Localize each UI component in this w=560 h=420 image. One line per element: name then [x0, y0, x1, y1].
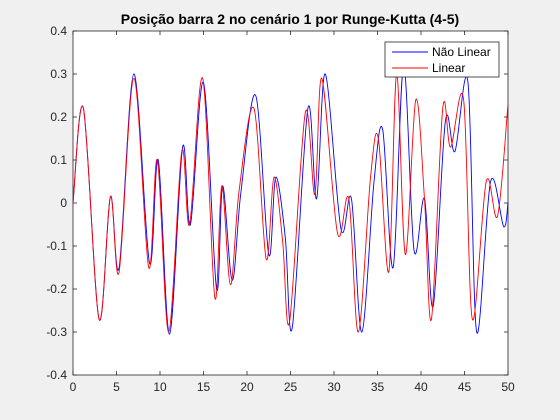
y-tick-label: 0	[60, 196, 67, 210]
series-line-nao-linear	[72, 64, 509, 335]
series-line-linear	[72, 73, 509, 333]
y-tick-label: -0.2	[46, 282, 67, 296]
chart-title: Posição barra 2 no cenário 1 por Runge-K…	[121, 11, 459, 27]
y-tick-label: -0.4	[46, 368, 67, 382]
legend-label-nao-linear: Não Linear	[432, 45, 491, 59]
y-tick-label: 0.4	[50, 24, 67, 38]
x-tick-label: 25	[284, 380, 298, 394]
y-tick-label: -0.3	[46, 325, 67, 339]
x-tick-label: 45	[458, 380, 472, 394]
plot-area	[72, 30, 509, 376]
y-tick-label: 0.1	[50, 153, 67, 167]
x-tick-label: 35	[371, 380, 385, 394]
x-axis: 0 5 10 15 20 25 30 35 40 45 50	[70, 31, 515, 394]
y-tick-label: -0.1	[46, 239, 67, 253]
y-tick-label: 0.3	[50, 67, 67, 81]
x-tick-label: 30	[327, 380, 341, 394]
x-tick-label: 0	[70, 380, 77, 394]
legend-box	[384, 41, 500, 78]
x-tick-label: 15	[197, 380, 211, 394]
legend: Não Linear Linear	[384, 41, 500, 78]
y-axis: -0.4 -0.3 -0.2 -0.1 0 0.1 0.2 0.3 0.4	[46, 24, 508, 382]
x-tick-label: 20	[240, 380, 254, 394]
x-tick-label: 40	[414, 380, 428, 394]
x-tick-label: 5	[113, 380, 120, 394]
series-lines	[72, 64, 509, 335]
x-tick-label: 50	[501, 380, 515, 394]
legend-label-linear: Linear	[432, 61, 465, 75]
y-tick-label: 0.2	[50, 110, 67, 124]
x-tick-label: 10	[153, 380, 167, 394]
